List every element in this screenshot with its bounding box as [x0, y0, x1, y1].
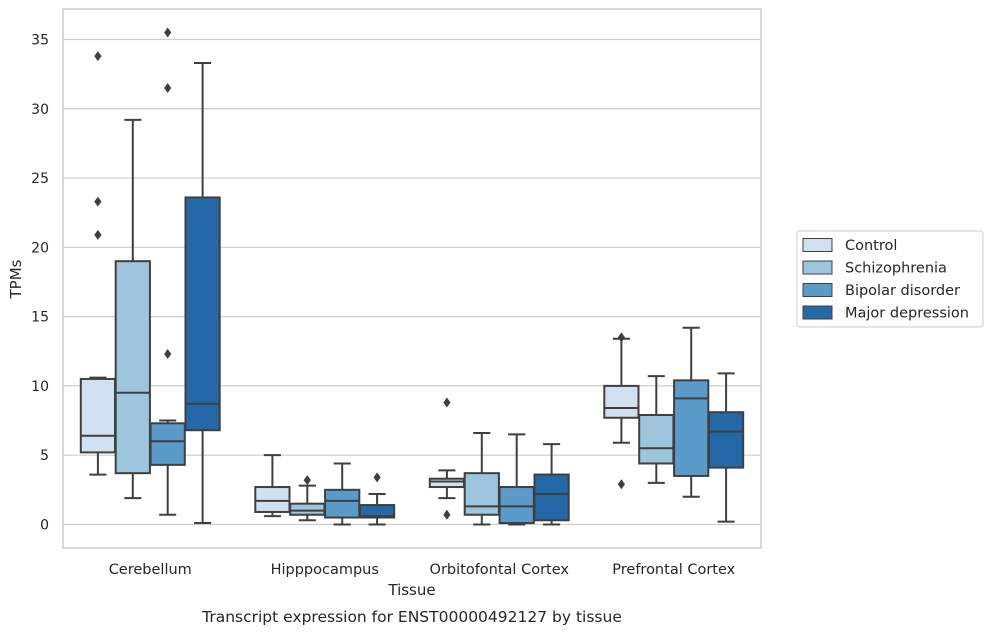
outlier-point — [443, 397, 451, 408]
box-iqr — [149, 422, 186, 466]
legend-swatch — [802, 305, 833, 320]
x-axis-label: Tissue — [387, 581, 435, 599]
legend-item: Control — [802, 238, 897, 254]
y-tick-label: 5 — [40, 448, 49, 464]
outlier-point — [164, 27, 172, 38]
box-orbitofontal-cortex-bipolar-disorder — [498, 433, 535, 526]
box-cerebellum-schizophrenia — [114, 118, 151, 500]
box-iqr — [114, 260, 151, 475]
box-cerebellum-bipolar-disorder — [149, 27, 186, 516]
y-tick-label: 25 — [31, 171, 49, 187]
box-prefrontal-cortex-control — [603, 332, 640, 490]
legend-swatch — [802, 283, 833, 297]
legend-item: Bipolar disorder — [802, 283, 960, 299]
outlier-point — [164, 82, 172, 93]
y-axis-label: TPMs — [7, 259, 25, 299]
legend-swatch — [802, 238, 833, 252]
x-tick-label: Hipppocampus — [271, 562, 379, 578]
y-tick-label: 30 — [31, 102, 49, 118]
outlier-point — [443, 509, 451, 520]
legend-label: Bipolar disorder — [845, 283, 960, 299]
box-iqr — [358, 504, 396, 519]
box-hipppocampus-schizophrenia — [289, 475, 326, 522]
box-iqr — [498, 486, 535, 525]
box-iqr — [463, 472, 500, 516]
legend: Control Schizophrenia Bipolar disorder Majo… — [796, 230, 984, 328]
box-cerebellum-control — [79, 51, 117, 476]
outlier-point — [373, 472, 381, 483]
y-tick-label: 10 — [31, 379, 49, 395]
box-iqr — [184, 196, 221, 432]
box-iqr — [289, 502, 326, 516]
boxes — [79, 27, 745, 526]
x-tick-labels: Cerebellum Hipppocampus Orbitofontal Corte… — [109, 562, 736, 578]
box-iqr — [428, 477, 466, 489]
chart-title: Transcript expression for ENST0000049212… — [201, 608, 622, 626]
outlier-point — [617, 479, 625, 490]
box-iqr — [254, 486, 291, 513]
y-tick-label: 15 — [31, 310, 49, 326]
box-iqr — [79, 377, 117, 454]
legend-swatch — [802, 260, 833, 275]
legend-label: Schizophrenia — [845, 261, 947, 277]
box-iqr — [707, 411, 745, 469]
outlier-point — [94, 51, 102, 62]
legend-label: Control — [845, 238, 897, 254]
legend-item: Schizophrenia — [802, 260, 947, 277]
box-hipppocampus-major-depression — [358, 472, 396, 526]
plot-frame — [62, 8, 762, 549]
x-tick-label: Orbitofontal Cortex — [430, 562, 570, 578]
box-prefrontal-cortex-major-depression — [707, 372, 745, 523]
outlier-point — [94, 196, 102, 207]
y-tick-label: 0 — [40, 517, 49, 533]
box-hipppocampus-control — [254, 454, 291, 518]
legend-frame — [796, 230, 984, 328]
y-tick-label: 35 — [31, 32, 49, 48]
x-tick-label: Prefrontal Cortex — [612, 562, 735, 578]
legend-item: Major depression — [802, 305, 969, 322]
legend-label: Major depression — [845, 306, 969, 322]
box-orbitofontal-cortex-major-depression — [533, 443, 570, 526]
box-orbitofontal-cortex-control — [428, 397, 466, 520]
outlier-point — [303, 475, 311, 486]
outlier-point — [617, 332, 625, 343]
x-tick-label: Cerebellum — [109, 562, 192, 578]
box-iqr — [324, 488, 361, 519]
box-iqr — [603, 384, 640, 419]
box-hipppocampus-bipolar-disorder — [324, 462, 361, 526]
box-prefrontal-cortex-bipolar-disorder — [673, 326, 710, 498]
box-iqr — [673, 379, 710, 477]
outlier-point — [164, 349, 172, 360]
box-cerebellum-major-depression — [184, 62, 221, 525]
y-tick-label: 20 — [31, 240, 49, 256]
y-tick-labels: 0 5 10 15 20 25 30 35 — [31, 32, 49, 533]
outlier-point — [94, 229, 102, 240]
box-iqr — [638, 413, 675, 465]
box-prefrontal-cortex-schizophrenia — [638, 375, 675, 484]
box-orbitofontal-cortex-schizophrenia — [463, 431, 500, 526]
box-iqr — [533, 473, 570, 522]
